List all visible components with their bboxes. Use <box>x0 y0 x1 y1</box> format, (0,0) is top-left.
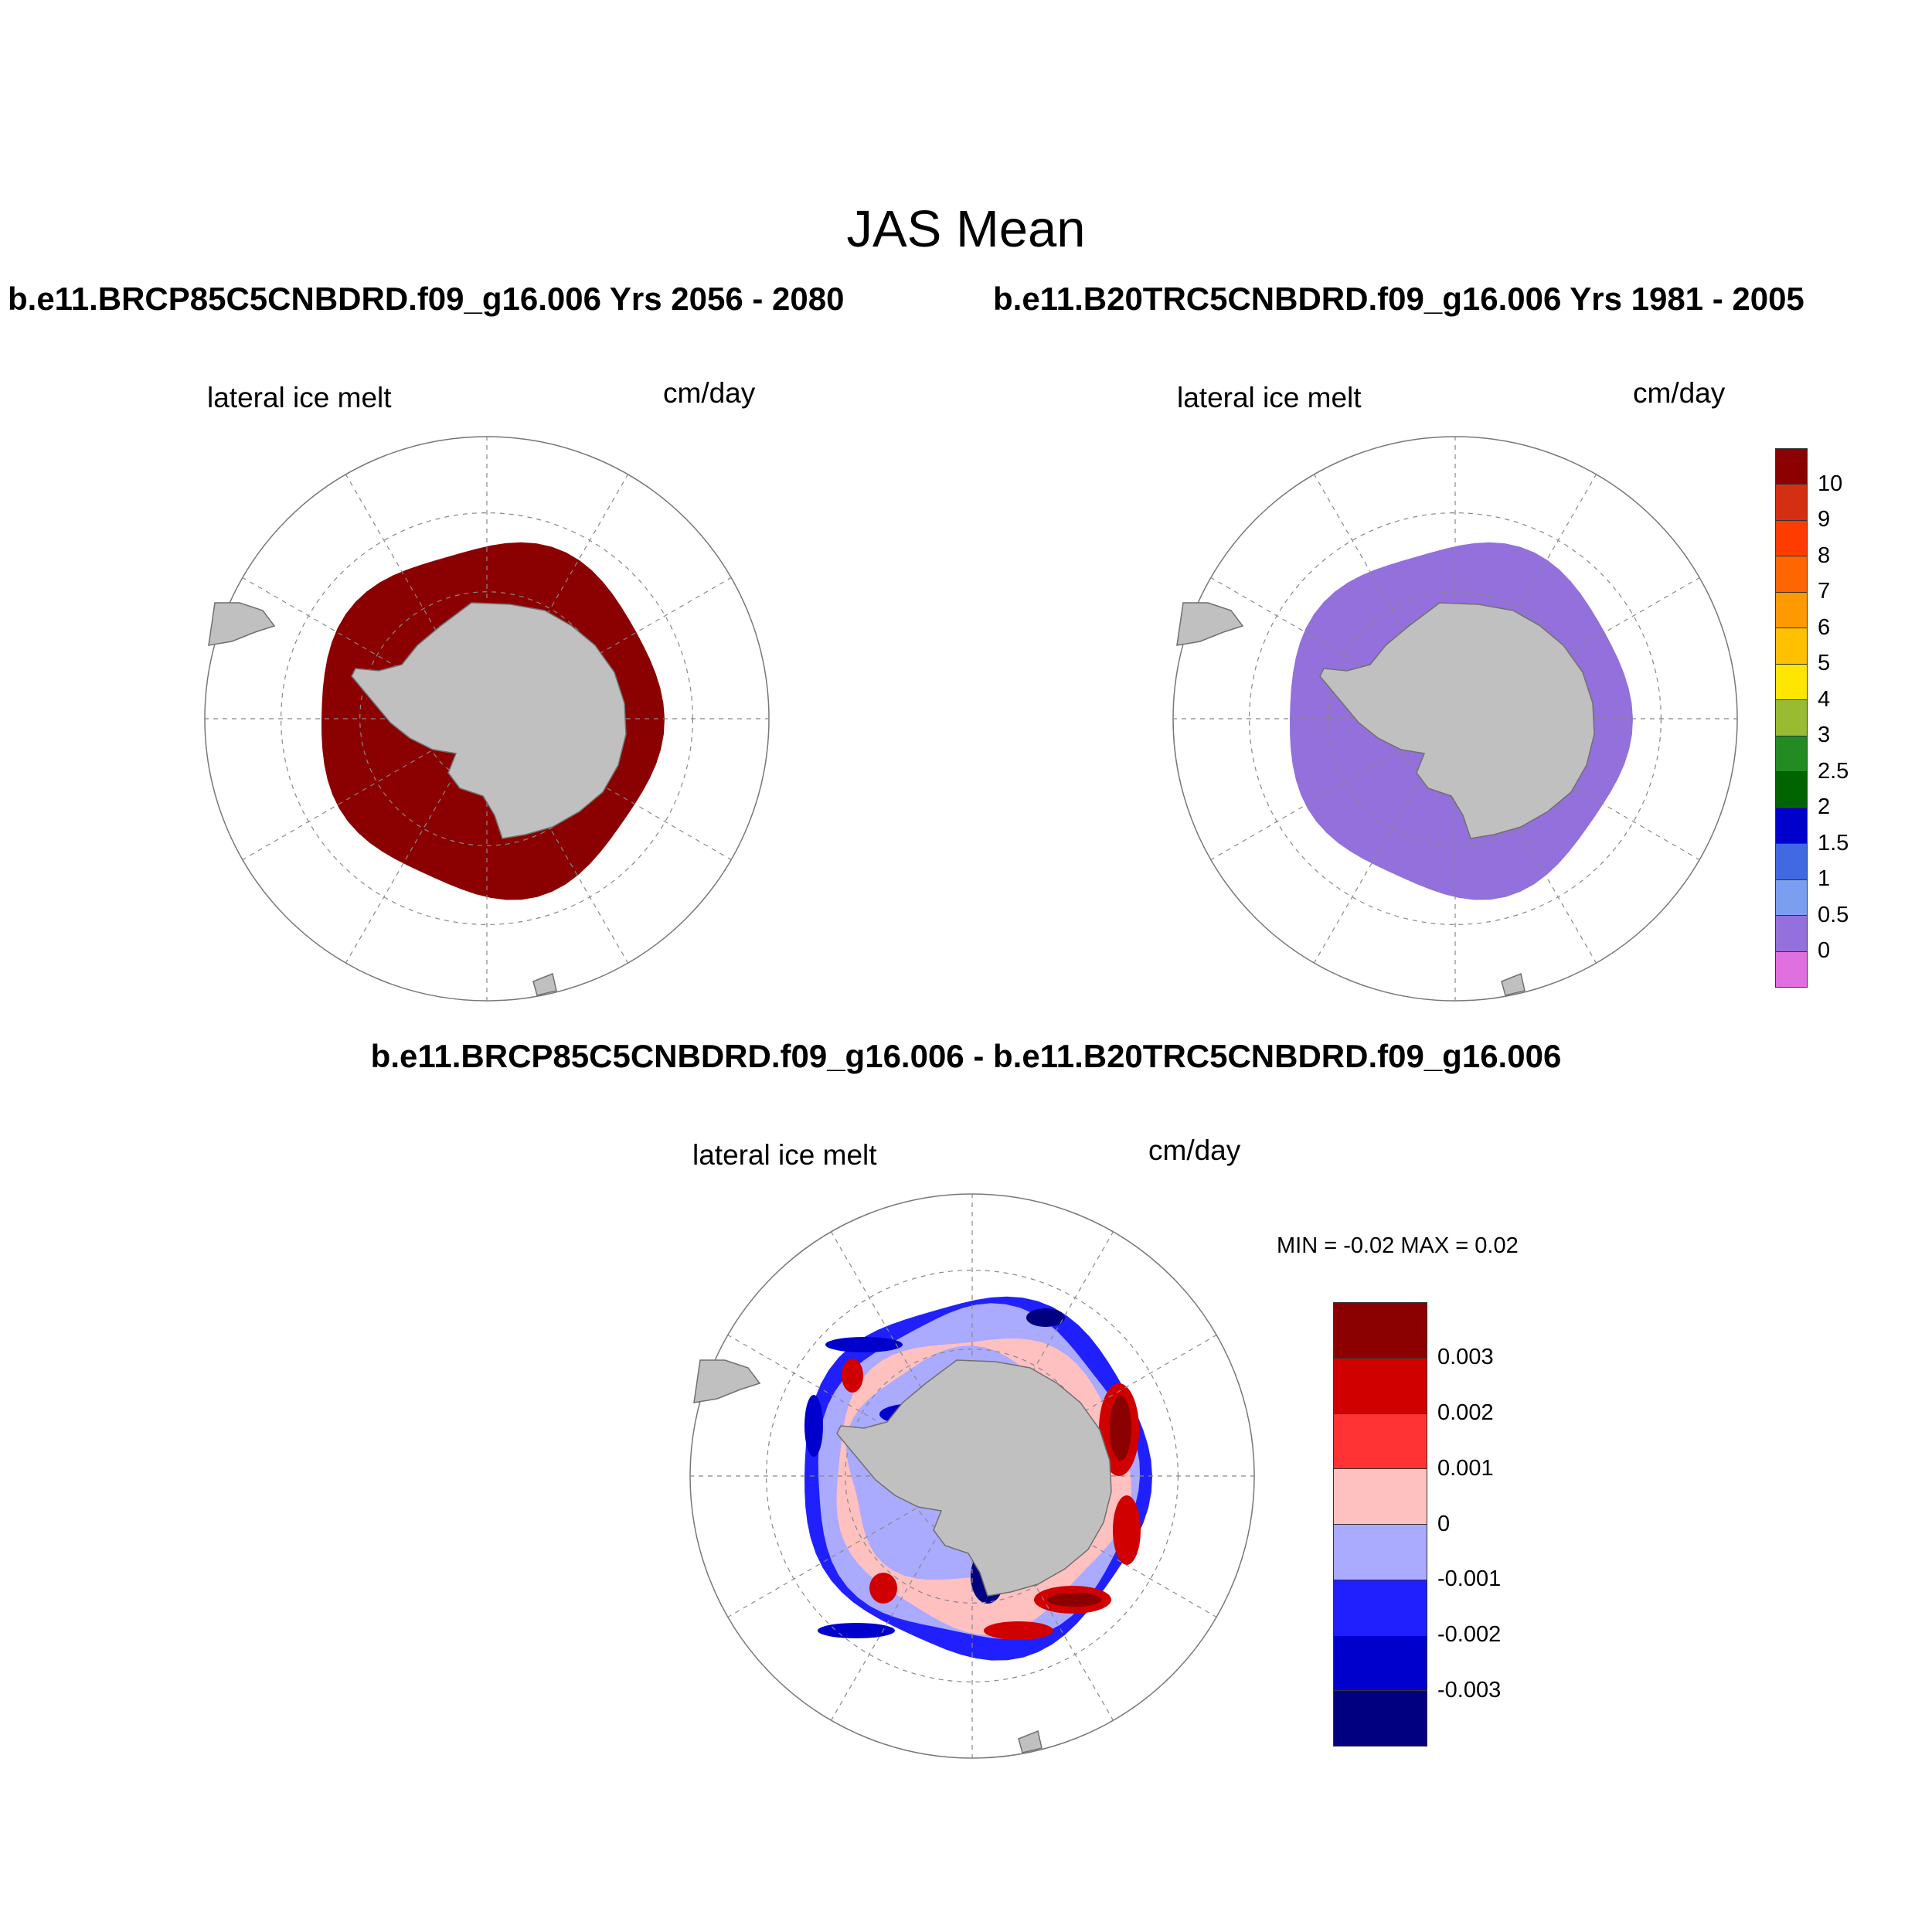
colorbar-swatch <box>1334 1303 1427 1358</box>
colorbar-swatch <box>1776 449 1807 485</box>
colorbar-label: 0.003 <box>1437 1344 1494 1369</box>
colorbar-label: 5 <box>1818 651 1831 676</box>
colorbar-label: 0.5 <box>1818 902 1849 927</box>
colorbar-label: 0.002 <box>1437 1400 1494 1425</box>
panel1-map <box>204 436 770 1002</box>
colorbar-swatch <box>1776 735 1807 772</box>
south-america-landmass <box>1176 602 1244 646</box>
colorbar-label: 0.001 <box>1437 1455 1494 1481</box>
antarctica-landmass <box>1319 602 1595 839</box>
colorbar-label: 1 <box>1818 866 1831 892</box>
colorbar-label: 2 <box>1818 794 1831 820</box>
top-right-title: b.e11.B20TRC5CNBDRD.f09_g16.006 Yrs 1981… <box>993 281 1804 317</box>
colorbar-swatch <box>1776 663 1807 700</box>
south-america-landmass <box>693 1359 761 1403</box>
figure-title: JAS Mean <box>846 200 1086 258</box>
colorbar-swatch <box>1776 628 1807 664</box>
south-america-landmass <box>208 602 276 646</box>
island-landmass <box>1501 972 1526 996</box>
colorbar-label: 2.5 <box>1818 758 1849 784</box>
difference-colorbar <box>1333 1302 1427 1747</box>
difference-anomaly <box>825 1337 903 1352</box>
colorbar-label: 4 <box>1818 686 1831 712</box>
colorbar-label: -0.003 <box>1437 1678 1502 1703</box>
colorbar-swatch <box>1776 843 1807 879</box>
colorbar-label: 3 <box>1818 723 1831 748</box>
colorbar-swatch <box>1776 879 1807 916</box>
colorbar-label: 7 <box>1818 579 1831 604</box>
colorbar-swatch <box>1776 951 1807 988</box>
colorbar-label: 0 <box>1818 938 1831 964</box>
panel1-variable-label: lateral ice melt <box>207 382 392 413</box>
panel2-units-label: cm/day <box>1633 377 1726 409</box>
difference-anomaly <box>984 1621 1053 1640</box>
panel3-map <box>689 1193 1255 1759</box>
colorbar-label: 0 <box>1437 1511 1451 1536</box>
difference-anomaly <box>804 1395 823 1457</box>
colorbar-swatch <box>1334 1634 1427 1691</box>
colorbar-label: 1.5 <box>1818 830 1849 855</box>
colorbar-swatch <box>1334 1413 1427 1469</box>
colorbar-swatch <box>1334 1524 1427 1580</box>
panel3-units-label: cm/day <box>1148 1134 1241 1166</box>
island-landmass <box>1018 1730 1043 1753</box>
panel2-map <box>1172 436 1738 1002</box>
panel2-variable-label: lateral ice melt <box>1177 382 1362 413</box>
colorbar-swatch <box>1334 1468 1427 1524</box>
difference-anomaly <box>1026 1308 1065 1327</box>
difference-anomaly <box>869 1573 897 1604</box>
panel1-units-label: cm/day <box>663 377 756 409</box>
difference-title: b.e11.BRCP85C5CNBDRD.f09_g16.006 - b.e11… <box>370 1038 1562 1074</box>
colorbar-swatch <box>1776 556 1807 592</box>
colorbar-swatch <box>1776 591 1807 628</box>
colorbar-label: 9 <box>1818 507 1831 532</box>
colorbar-swatch <box>1776 807 1807 844</box>
difference-anomaly <box>818 1623 895 1638</box>
colorbar-label: -0.001 <box>1437 1566 1502 1592</box>
difference-anomaly <box>1047 1593 1101 1607</box>
difference-anomaly <box>1110 1396 1131 1461</box>
min-max-annotation: MIN = -0.02 MAX = 0.02 <box>1277 1233 1519 1258</box>
colorbar-swatch <box>1334 1357 1427 1413</box>
island-landmass <box>532 972 557 996</box>
antarctica-landmass <box>351 602 627 839</box>
colorbar-label: 6 <box>1818 614 1831 640</box>
colorbar-swatch <box>1334 1690 1427 1746</box>
top-left-title: b.e11.BRCP85C5CNBDRD.f09_g16.006 Yrs 205… <box>8 281 845 317</box>
colorbar-swatch <box>1776 699 1807 736</box>
colorbar-swatch <box>1334 1579 1427 1635</box>
colorbar-label: 10 <box>1818 471 1843 496</box>
colorbar-swatch <box>1776 519 1807 556</box>
difference-anomaly <box>1113 1495 1141 1565</box>
colorbar-swatch <box>1776 771 1807 808</box>
difference-anomaly <box>842 1359 863 1393</box>
colorbar-swatch <box>1776 915 1807 951</box>
antarctica-landmass <box>836 1359 1112 1597</box>
main-colorbar <box>1775 448 1808 988</box>
colorbar-label: 8 <box>1818 543 1831 568</box>
colorbar-swatch <box>1776 484 1807 520</box>
colorbar-label: -0.002 <box>1437 1622 1502 1648</box>
panel3-variable-label: lateral ice melt <box>692 1139 877 1171</box>
